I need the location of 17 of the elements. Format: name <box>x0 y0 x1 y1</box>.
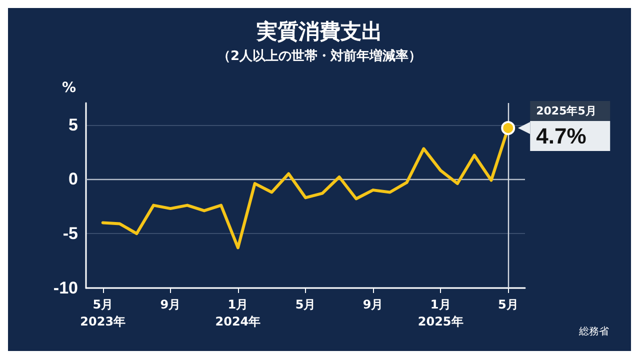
x-tick-label: 9月 <box>362 298 384 312</box>
y-tick-label: -5 <box>62 224 78 244</box>
data-label: 4.7% <box>536 124 586 149</box>
y-tick-label: 0 <box>68 170 78 189</box>
x-tick-label: 5月 <box>498 298 518 312</box>
x-tick-label: 5月 <box>295 298 316 312</box>
y-axis-title: % <box>62 80 76 96</box>
annotation: 2025年5月 <box>536 104 596 118</box>
chart-subtitle: （2人以上の世帯・対前年増減率） <box>217 48 422 64</box>
x-tick-label: 1月 2024年 <box>215 298 261 328</box>
text: 総務省 <box>578 326 609 338</box>
x-tick-label: 1月 2025年 <box>418 298 464 328</box>
y-tick-label: -10 <box>53 278 78 298</box>
x-tick-label: 9月 <box>160 298 181 312</box>
x-tick-label: 5月 2023年 <box>80 298 126 328</box>
chart-title: 実質消費支出 <box>256 20 382 44</box>
y-tick-label: 5 <box>68 115 78 134</box>
